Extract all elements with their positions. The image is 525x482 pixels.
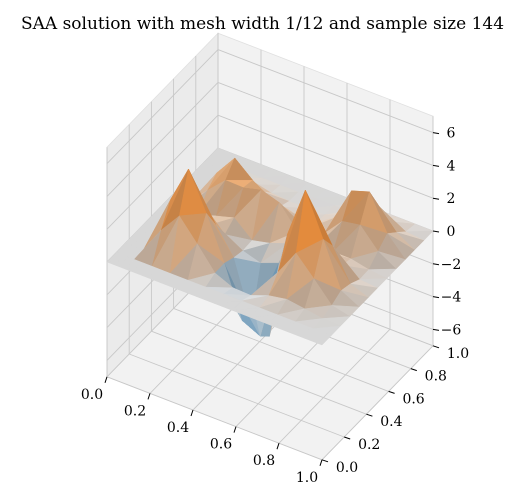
gridline: [217, 81, 434, 166]
z-tick: [432, 230, 440, 233]
z-tick: [432, 132, 440, 135]
gridline: [321, 345, 434, 461]
z-tick-label: 2: [447, 191, 456, 207]
y-tick: [321, 459, 329, 463]
surface-facet: [303, 335, 332, 346]
y-tick-label: 0.2: [358, 437, 380, 453]
gridline: [217, 49, 434, 134]
z-tick-label: −4: [441, 290, 462, 306]
z-tick: [432, 263, 440, 266]
y-tick-label: 0.0: [336, 460, 358, 476]
y-tick: [388, 390, 395, 394]
y-tick-label: 1.0: [447, 346, 469, 362]
gridline: [106, 82, 219, 197]
y-tick: [344, 436, 351, 440]
z-tick: [432, 197, 440, 200]
gridline: [106, 49, 219, 164]
x-tick-label: 0.4: [167, 420, 189, 436]
y-tick: [366, 413, 373, 417]
x-tick: [276, 443, 280, 450]
x-tick-label: 0.2: [124, 403, 146, 419]
y-tick-label: 0.6: [402, 391, 424, 407]
gridline: [151, 330, 367, 415]
x-tick: [319, 459, 323, 466]
x-tick-label: 1.0: [296, 470, 318, 482]
gridline: [278, 328, 391, 444]
axes-ticks: 0.00.20.40.60.81.00.00.20.40.60.81.06420…: [81, 126, 469, 482]
x-tick-label: 0.0: [81, 387, 103, 403]
chart-title: SAA solution with mesh width 1/12 and sa…: [20, 14, 505, 34]
z-tick: [432, 328, 440, 331]
z-tick-label: 0: [447, 224, 456, 240]
y-tick-label: 0.4: [380, 414, 402, 430]
x-tick: [104, 376, 108, 383]
x-tick-label: 0.6: [210, 437, 232, 453]
gridline: [217, 114, 434, 199]
gridline: [106, 376, 323, 461]
z-tick-label: 4: [447, 158, 456, 174]
z-tick-label: −2: [441, 257, 462, 273]
z-tick-label: 6: [447, 126, 456, 142]
z-tick: [432, 164, 440, 167]
gridline: [129, 353, 345, 438]
x-tick: [233, 426, 237, 433]
y-tick: [410, 368, 417, 372]
gridline: [106, 114, 219, 230]
x-tick: [147, 393, 151, 400]
z-tick: [432, 296, 440, 299]
gridline: [173, 307, 389, 392]
y-tick: [432, 345, 440, 349]
x-tick: [190, 409, 194, 417]
z-tick-label: −6: [441, 322, 462, 338]
y-tick-label: 0.8: [425, 369, 447, 385]
surface-mesh: [106, 147, 434, 346]
x-tick-label: 0.8: [253, 453, 275, 469]
